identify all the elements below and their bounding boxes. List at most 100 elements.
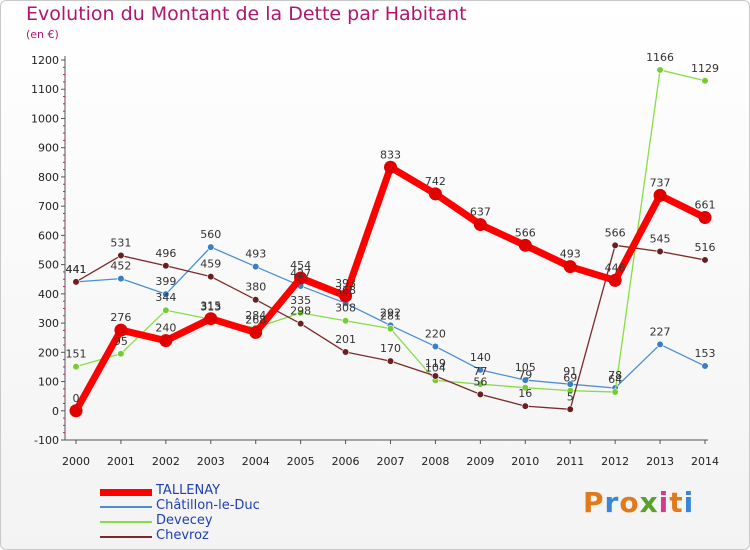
data-label: 227 — [650, 325, 671, 338]
data-label: 566 — [515, 226, 536, 239]
data-point — [521, 376, 529, 384]
data-label: 315 — [200, 300, 221, 313]
x-tick-label: 2006 — [332, 455, 360, 468]
x-tick-label: 2000 — [62, 455, 90, 468]
data-label: 78 — [608, 369, 622, 382]
data-point — [563, 260, 577, 274]
legend-swatch — [100, 521, 152, 523]
data-point — [701, 256, 709, 264]
data-label: 446 — [605, 261, 626, 274]
data-label: 284 — [245, 309, 266, 322]
data-point — [162, 290, 170, 298]
legend-swatch — [100, 506, 152, 508]
data-point — [698, 211, 712, 225]
data-point — [386, 325, 395, 333]
data-label: 737 — [650, 176, 671, 189]
data-point — [159, 334, 173, 348]
logo-letter: i — [683, 486, 695, 519]
data-label: 454 — [290, 259, 311, 272]
logo-letter: x — [639, 486, 659, 519]
data-label: 393 — [335, 277, 356, 290]
data-label: 566 — [605, 226, 626, 239]
data-point — [72, 363, 80, 371]
data-point — [384, 160, 397, 174]
data-point — [428, 187, 442, 201]
data-label: 91 — [563, 365, 577, 378]
legend-label: TALLENAY — [156, 483, 221, 498]
data-point — [117, 275, 125, 283]
data-label: 0 — [73, 392, 80, 405]
data-label: 313 — [200, 300, 221, 313]
data-point — [656, 247, 664, 256]
logo-letter: P — [583, 486, 605, 519]
legend-swatch — [100, 536, 152, 538]
data-point — [521, 402, 529, 410]
data-label: 77 — [473, 365, 487, 378]
y-tick-label: 900 — [38, 142, 59, 155]
data-label: 69 — [563, 372, 577, 385]
logo-letter: r — [604, 486, 620, 519]
legend-label: Devecey — [156, 513, 213, 528]
y-tick-label: -100 — [34, 434, 59, 447]
legend-label: Chevroz — [156, 528, 209, 543]
data-point — [297, 320, 305, 328]
data-label: 1166 — [646, 51, 674, 64]
data-point — [653, 188, 667, 202]
data-label: 153 — [695, 347, 716, 360]
data-label: 276 — [110, 311, 131, 324]
data-point — [297, 309, 305, 317]
x-tick-label: 2003 — [197, 455, 225, 468]
data-label: 516 — [695, 241, 716, 254]
data-point — [521, 384, 529, 392]
data-label: 292 — [380, 306, 401, 319]
y-tick-label: 700 — [38, 200, 59, 213]
series-layer — [69, 66, 712, 418]
x-tick-label: 2014 — [691, 455, 719, 468]
data-label: 833 — [380, 148, 401, 161]
x-tick-label: 2001 — [107, 455, 135, 468]
data-label: 298 — [290, 305, 311, 318]
data-label: 220 — [425, 327, 446, 340]
axes: -100 0 100 200 300 400 500 600 700 800 900 1000 1100… — [31, 54, 719, 468]
y-tick-label: 200 — [38, 346, 59, 359]
data-label: 399 — [155, 275, 176, 288]
data-label: 16 — [518, 387, 532, 400]
logo-letter: t — [669, 486, 684, 519]
data-label: 170 — [380, 342, 401, 355]
data-point — [252, 263, 260, 271]
data-point — [476, 366, 484, 374]
data-label: 380 — [245, 281, 266, 294]
y-tick-label: 400 — [38, 288, 59, 301]
data-point — [566, 405, 574, 413]
data-point — [476, 390, 484, 399]
data-label: 459 — [200, 258, 221, 271]
x-tick-label: 2008 — [421, 455, 449, 468]
data-point — [294, 271, 308, 285]
data-label: 452 — [110, 260, 131, 273]
x-tick-label: 2013 — [646, 455, 674, 468]
data-point — [69, 404, 83, 418]
proxiti-logo: Proxiti — [583, 486, 694, 519]
y-tick-label: 100 — [38, 376, 59, 389]
data-label: 119 — [425, 357, 446, 370]
data-point — [207, 273, 215, 281]
data-point — [701, 77, 709, 85]
data-label: 240 — [155, 322, 176, 335]
data-point — [117, 350, 125, 358]
data-point — [476, 380, 484, 388]
x-tick-label: 2009 — [466, 455, 494, 468]
data-point — [162, 306, 170, 314]
data-point — [431, 372, 440, 380]
x-tick-label: 2004 — [242, 455, 270, 468]
data-point — [611, 241, 619, 249]
data-point — [204, 312, 218, 326]
y-tick-label: 1100 — [31, 83, 59, 96]
data-point — [252, 296, 260, 304]
data-point — [162, 262, 170, 270]
y-tick-label: 300 — [38, 317, 59, 330]
data-label: 560 — [200, 228, 221, 241]
data-label: 140 — [470, 351, 491, 364]
data-label: 79 — [518, 369, 532, 382]
